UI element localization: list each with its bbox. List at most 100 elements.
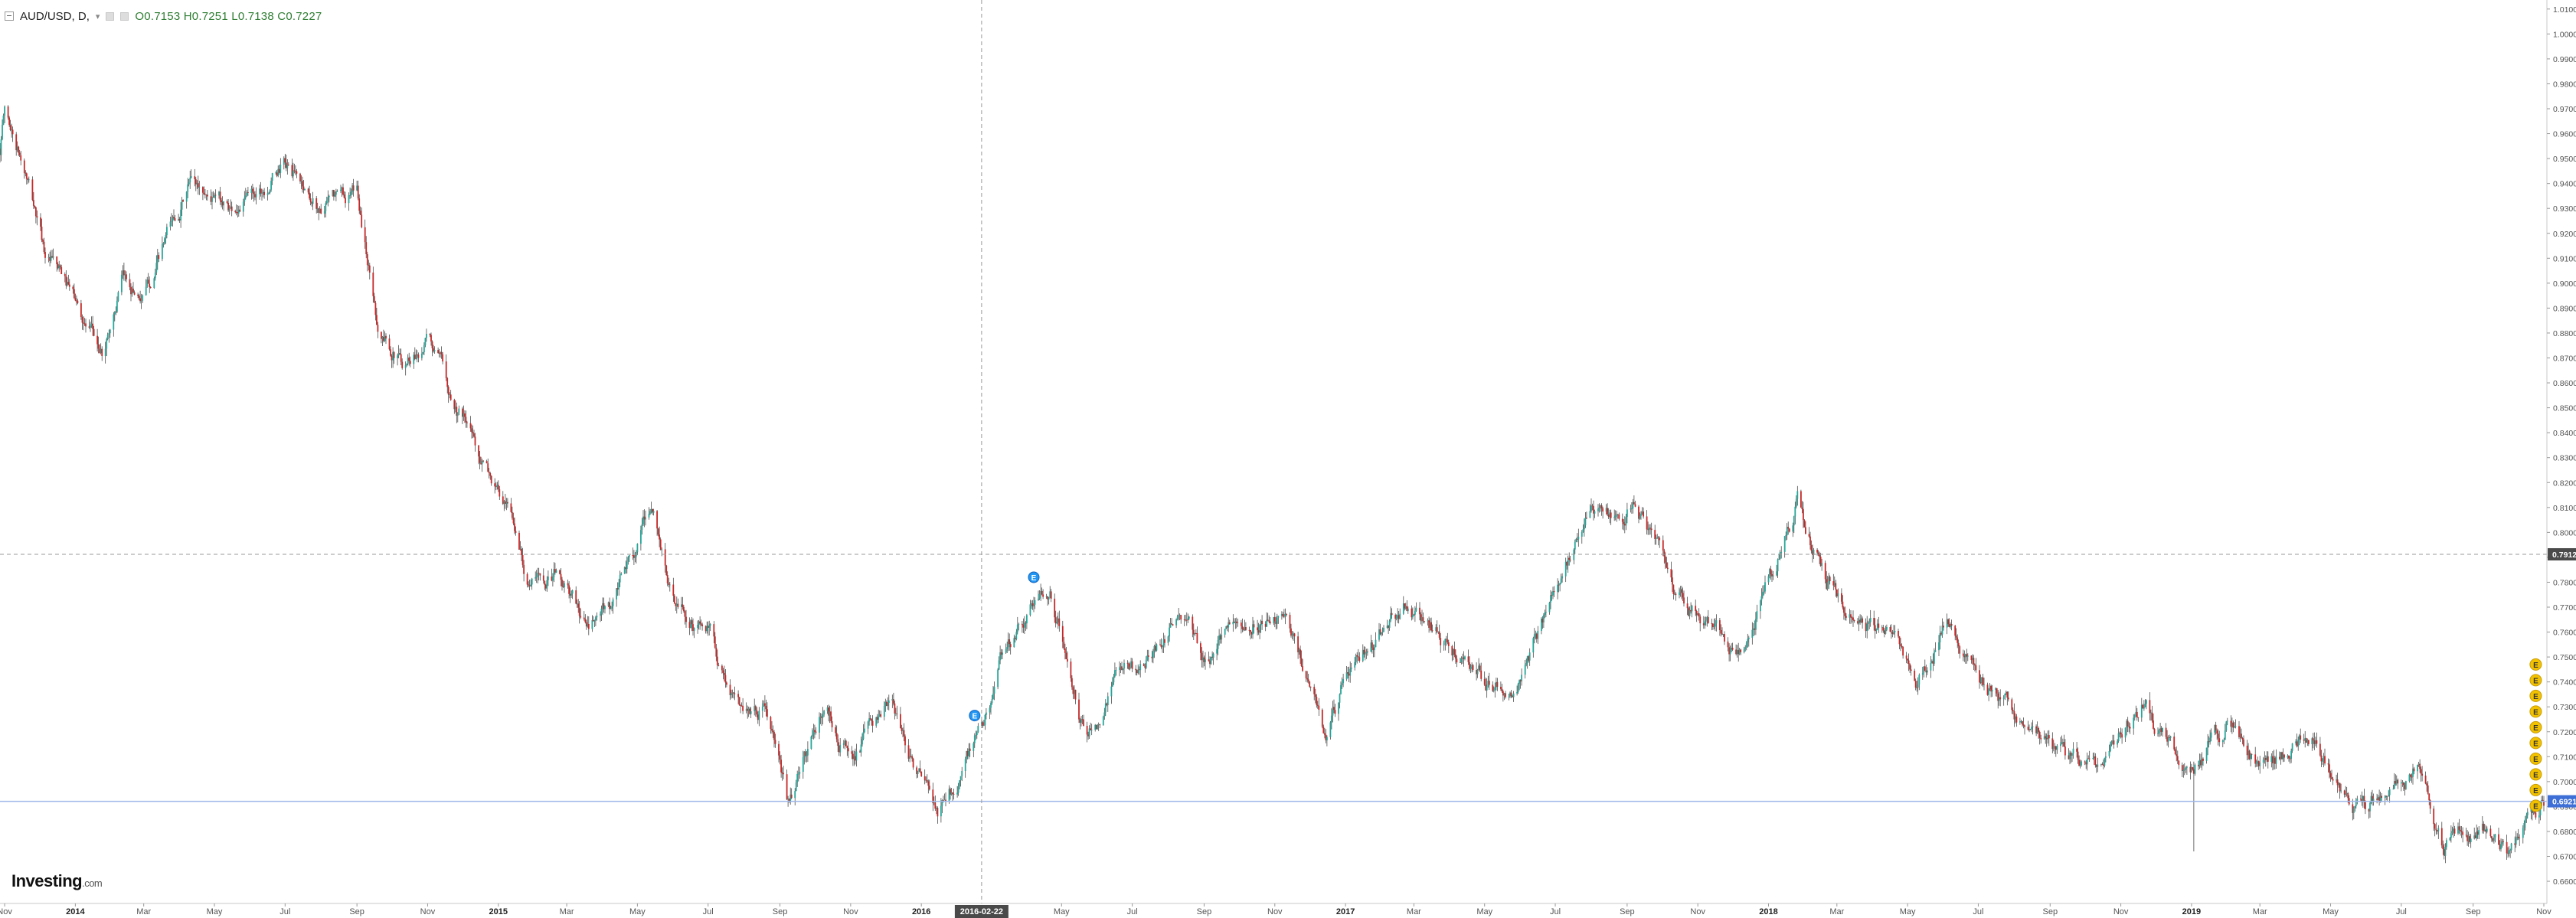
candle-body bbox=[585, 622, 587, 627]
earnings-event-marker[interactable]: E bbox=[2529, 720, 2542, 733]
candle-body bbox=[932, 789, 934, 804]
time-tick-label: 2018 bbox=[1759, 907, 1777, 916]
candle-body bbox=[60, 267, 63, 274]
settings-square-icon[interactable] bbox=[106, 11, 115, 21]
candle-body bbox=[950, 792, 953, 795]
candle-body bbox=[0, 149, 1, 155]
candle-body bbox=[409, 361, 411, 364]
candle-body bbox=[503, 501, 505, 505]
candle-body bbox=[1525, 663, 1528, 665]
candle-body bbox=[1519, 680, 1522, 681]
candle-body bbox=[2218, 738, 2221, 743]
candle-body bbox=[1397, 615, 1399, 616]
candle-body bbox=[1979, 670, 1980, 683]
candle-body bbox=[154, 272, 156, 279]
candle-body bbox=[2078, 760, 2080, 766]
high-label: H bbox=[183, 9, 192, 23]
earnings-event-marker[interactable]: E bbox=[2529, 752, 2542, 765]
candle-body bbox=[1819, 554, 1820, 557]
candle-body bbox=[16, 146, 18, 151]
earnings-event-marker[interactable]: E bbox=[2529, 783, 2542, 796]
event-marker[interactable]: E bbox=[1028, 571, 1040, 583]
price-axis[interactable]: 1.01001.00000.99000.98000.97000.96000.95… bbox=[2547, 5, 2576, 887]
candle-body bbox=[1646, 516, 1648, 530]
candle-body bbox=[2247, 750, 2249, 756]
logo-domain: .com bbox=[82, 877, 103, 889]
earnings-event-marker[interactable]: E bbox=[2529, 689, 2542, 702]
candle-body bbox=[880, 714, 882, 717]
candle-body bbox=[2282, 754, 2284, 760]
candle-body bbox=[1026, 615, 1028, 624]
candle-body bbox=[1338, 702, 1339, 714]
candle-body bbox=[1241, 622, 1242, 626]
candle-body bbox=[2412, 768, 2414, 777]
candle-body bbox=[726, 682, 727, 685]
candle-body bbox=[774, 740, 776, 744]
candle-body bbox=[1647, 529, 1649, 531]
chevron-down-icon[interactable]: ▾ bbox=[95, 11, 100, 21]
candle-body bbox=[853, 756, 855, 760]
event-marker[interactable]: E bbox=[969, 710, 981, 722]
earnings-event-marker[interactable]: E bbox=[2529, 674, 2542, 687]
candle-body bbox=[2424, 776, 2427, 784]
candle-body bbox=[2338, 782, 2339, 786]
candle-body bbox=[1934, 650, 1937, 652]
candle-body bbox=[1509, 692, 1511, 697]
time-tick-label: Sep bbox=[1197, 907, 1212, 916]
candle-body bbox=[2208, 741, 2210, 743]
candle-body bbox=[1639, 515, 1641, 519]
earnings-event-marker[interactable]: E bbox=[2529, 737, 2542, 750]
price-tick-label: 0.9200 bbox=[2553, 230, 2576, 239]
candle-body bbox=[835, 733, 838, 740]
candle-body bbox=[1541, 619, 1544, 622]
candle-body bbox=[2316, 740, 2318, 744]
candle-body bbox=[1390, 613, 1391, 621]
candle-body bbox=[992, 693, 994, 700]
candle-body bbox=[2266, 756, 2268, 760]
earnings-event-marker[interactable]: E bbox=[2529, 705, 2542, 718]
symbol-interval[interactable]: AUD/USD, D, bbox=[20, 9, 90, 23]
candle-body bbox=[1391, 613, 1393, 616]
investing-logo[interactable]: Investing.com bbox=[11, 871, 103, 891]
candle-body bbox=[1486, 686, 1488, 691]
candle-body bbox=[384, 335, 386, 341]
candle-body bbox=[1356, 655, 1358, 657]
earnings-event-marker[interactable]: E bbox=[2529, 768, 2542, 781]
candle-body bbox=[182, 200, 184, 202]
candle-body bbox=[374, 302, 377, 315]
candle-body bbox=[668, 583, 670, 586]
earnings-event-marker[interactable]: E bbox=[2529, 658, 2542, 671]
candle-body bbox=[1013, 638, 1015, 648]
earnings-event-marker[interactable]: E bbox=[2529, 799, 2542, 812]
candle-body bbox=[1614, 515, 1617, 518]
candle-body bbox=[625, 567, 627, 570]
candle-body bbox=[1167, 636, 1169, 643]
remove-square-icon[interactable] bbox=[120, 11, 129, 21]
candle-body bbox=[2140, 704, 2143, 718]
collapse-legend-icon[interactable] bbox=[5, 11, 14, 21]
candle-body bbox=[11, 129, 12, 131]
candle-body bbox=[2516, 836, 2519, 838]
time-axis[interactable]: Nov 2014 Mar May Jul Sep Nov 2015 Mar May Jul Sep No… bbox=[0, 903, 2551, 916]
candle-body bbox=[604, 606, 606, 609]
candle-body bbox=[1995, 688, 1996, 690]
candle-body bbox=[2491, 836, 2493, 839]
candle-body bbox=[1113, 676, 1115, 683]
candle-body bbox=[83, 323, 86, 325]
price-tick-label: 0.6700 bbox=[2553, 853, 2576, 862]
candle-body bbox=[2185, 767, 2187, 770]
candle-body bbox=[1421, 617, 1423, 622]
candle-body bbox=[2499, 844, 2501, 850]
candle-body bbox=[2129, 727, 2131, 729]
candle-body bbox=[1283, 616, 1285, 617]
candle-body bbox=[1195, 632, 1197, 634]
candle-body bbox=[1394, 615, 1397, 619]
candle-body bbox=[1597, 508, 1599, 511]
candle-body bbox=[675, 603, 677, 606]
candle-body bbox=[57, 264, 59, 269]
candle-body bbox=[2081, 761, 2082, 766]
candle-body bbox=[778, 743, 780, 756]
candle-body bbox=[132, 289, 134, 292]
